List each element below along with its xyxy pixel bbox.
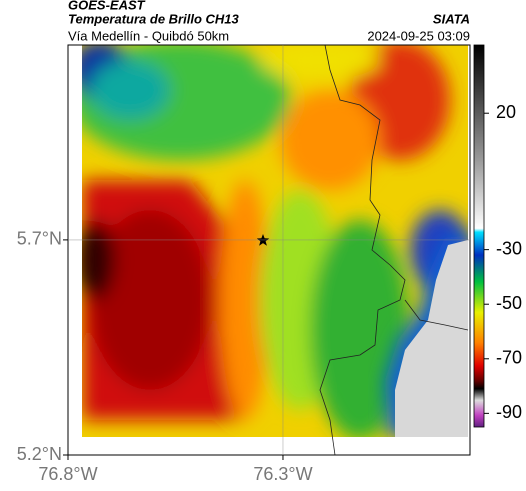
colorbar-tick-label: -70 xyxy=(496,348,522,368)
colorbar-tick-label: -30 xyxy=(496,238,522,258)
route: Vía Medellín - Quibdó 50km xyxy=(68,28,229,43)
timestamp: 2024-09-25 03:09 xyxy=(367,28,470,43)
border-line xyxy=(404,299,469,331)
lat-tick-label: 5.2°N xyxy=(17,444,62,464)
lat-tick-label: 5.7°N xyxy=(17,229,62,249)
source: SIATA xyxy=(433,11,470,26)
map-frame xyxy=(67,44,471,456)
colorbar-tick-label: 20 xyxy=(496,102,516,122)
border-line xyxy=(319,44,406,456)
lon-tick-label: 76.3°W xyxy=(253,464,312,484)
colorbar-tick-label: -90 xyxy=(496,402,522,422)
title: GOES-EAST xyxy=(68,0,146,12)
colorbar xyxy=(473,44,485,428)
colorbar-tick-label: -50 xyxy=(496,293,522,313)
lon-tick-label: 76.8°W xyxy=(38,464,97,484)
subtitle: Temperatura de Brillo CH13 xyxy=(68,11,240,26)
